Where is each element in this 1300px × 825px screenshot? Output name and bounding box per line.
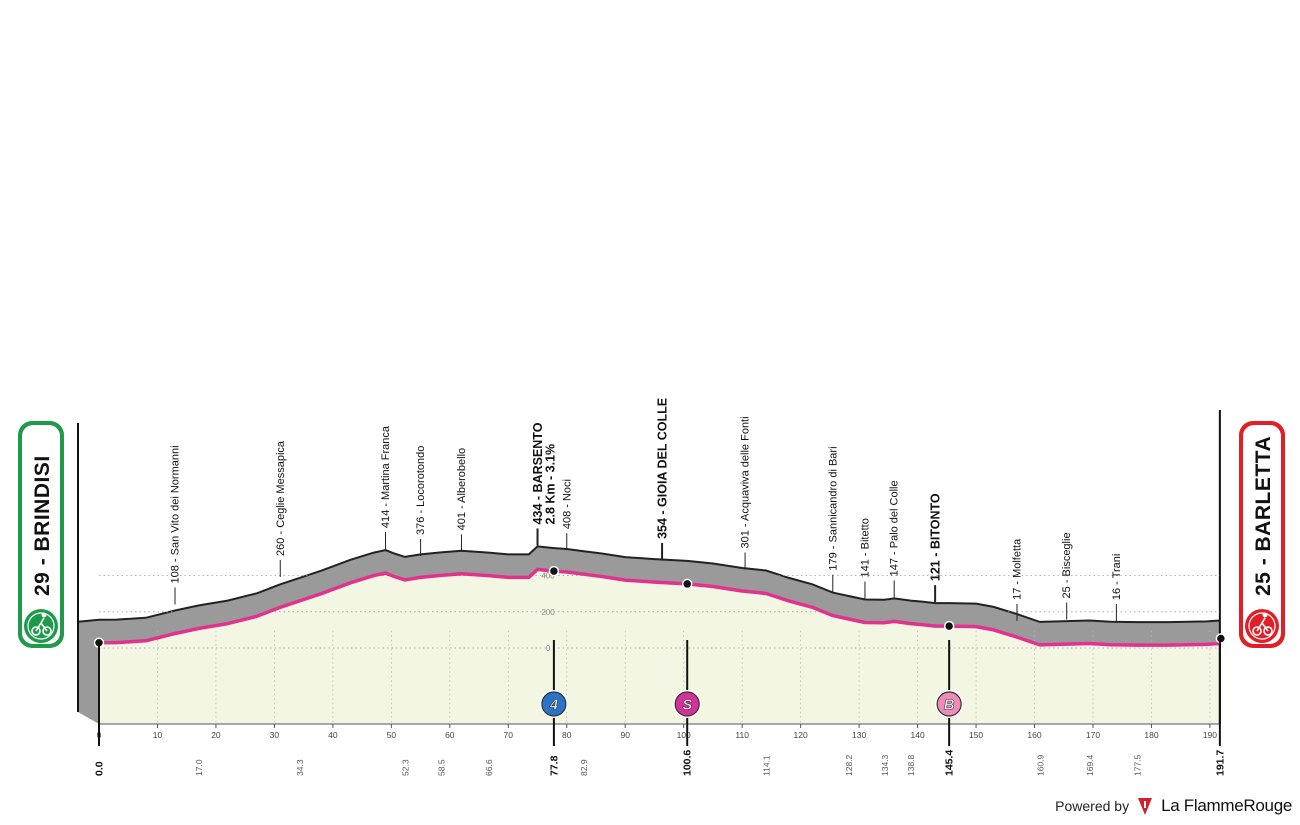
- km-marker-label: 82.9: [579, 759, 589, 776]
- start-marker-label: 29 - BRINDISI: [31, 455, 54, 596]
- x-axis-tick-label: 190: [1203, 730, 1217, 740]
- x-axis-tick-label: 140: [910, 730, 924, 740]
- powered-by-text: Powered by: [1055, 798, 1130, 814]
- x-axis-tick-label: 150: [969, 730, 983, 740]
- x-axis-tick-label: 170: [1086, 730, 1100, 740]
- place-label: 108 - San Vito dei Normanni: [170, 445, 182, 583]
- place-label: 414 - Martina Franca: [380, 425, 392, 528]
- place-label-key: 434 - BARSENTO: [531, 422, 545, 524]
- x-axis-tick-label: 10: [153, 730, 163, 740]
- cyclist-icon-wheel-front: [42, 626, 52, 636]
- km-marker-label: 114.1: [762, 755, 772, 776]
- place-label: 17 - Molfetta: [1011, 538, 1023, 600]
- place-label: 25 - Bisceglie: [1061, 532, 1073, 598]
- finish-icon: [1245, 609, 1279, 643]
- x-axis-tick-label: 110: [735, 730, 749, 740]
- x-axis-tick-label: 120: [794, 730, 808, 740]
- place-label: 408 - Noci: [561, 479, 573, 529]
- place-label: 260 - Ceglie Messapica: [275, 440, 287, 556]
- km-marker-label: 177.5: [1132, 754, 1142, 776]
- km-marker-label: 66.6: [484, 759, 494, 776]
- sprint-icon: S: [673, 690, 702, 718]
- badge-disc: [936, 691, 962, 717]
- km-marker-label: 77.8: [548, 755, 560, 776]
- x-axis-tick-label: 20: [211, 730, 221, 740]
- finish-icon-wheel-front: [1263, 626, 1273, 636]
- km-marker-label: 160.9: [1035, 754, 1045, 776]
- start-marker: 29 - BRINDISI: [18, 421, 64, 648]
- x-axis-tick-label: 60: [445, 730, 455, 740]
- place-label: 147 - Palo del Colle: [889, 480, 901, 576]
- km-marker-label: 100.6: [682, 750, 694, 776]
- finish-marker-label: 25 - BARLETTA: [1252, 436, 1275, 596]
- km-marker-label: 0.0: [94, 761, 106, 776]
- x-axis-tick-label: 30: [270, 730, 280, 740]
- place-label: 16 - Trani: [1111, 554, 1123, 600]
- climb-category-4-icon: 4: [539, 690, 568, 718]
- km-marker-label: 138.8: [906, 754, 916, 776]
- badge-disc: [541, 691, 567, 717]
- x-axis-tick-label: 80: [562, 730, 572, 740]
- place-label: 141 - Bitetto: [859, 518, 871, 577]
- badge-disc: [674, 691, 700, 717]
- x-axis-tick-label: 90: [620, 730, 630, 740]
- finish-icon-frame-lines: [1256, 617, 1269, 632]
- cyclist-icon-ring: [27, 612, 55, 640]
- x-axis-tick-label: 160: [1027, 730, 1041, 740]
- route-point-dot: [943, 620, 955, 632]
- badge-letter: B: [944, 697, 955, 714]
- place-label: 179 - Sannicandro di Bari: [827, 446, 839, 570]
- km-marker-label: 191.7: [1214, 750, 1226, 776]
- badge-letter: S: [682, 697, 692, 714]
- route-point-dot: [681, 578, 693, 590]
- finish-icon-rider-head: [1262, 612, 1268, 618]
- km-marker-label: 58.5: [437, 759, 447, 776]
- cyclist-icon-frame-lines: [35, 617, 48, 632]
- route-point-dot: [548, 565, 560, 577]
- cyclist-icon: [24, 609, 58, 643]
- place-label-key: 121 - BITONTO: [929, 493, 943, 581]
- km-marker-label: 134.3: [880, 754, 890, 776]
- bonus-icon: B: [935, 690, 964, 718]
- km-marker-label: 52.3: [400, 759, 410, 776]
- km-marker-label: 128.2: [844, 754, 854, 776]
- flamme-rouge-icon: [1138, 798, 1153, 815]
- altitude-tick-label: 200: [541, 608, 555, 617]
- terrain-ridge-line: [77, 545, 1220, 624]
- cyclist-icon-wheel-back: [31, 626, 41, 636]
- altitude-tick-label: 0: [546, 644, 551, 653]
- cyclist-icon-rider-head: [41, 612, 47, 618]
- x-axis-tick-label: 50: [387, 730, 397, 740]
- climb-detail-label: 2.8 Km - 3.1%: [544, 444, 558, 525]
- x-axis-tick-label: 180: [1144, 730, 1158, 740]
- start-marker-inner: [22, 425, 60, 644]
- place-label-key: 354 - GIOIA DEL COLLE: [656, 398, 670, 539]
- brand-name: La FlammeRouge: [1161, 796, 1292, 815]
- route-line: [98, 567, 1221, 647]
- km-marker-label: 169.4: [1085, 754, 1095, 776]
- finish-marker-inner: [1243, 425, 1281, 644]
- km-marker-label: 145.4: [944, 750, 956, 776]
- badge-letter: 4: [549, 697, 559, 714]
- finish-icon-ring: [1248, 612, 1276, 640]
- place-label: 376 - Locorotondo: [415, 446, 427, 535]
- km-marker-label: 34.3: [295, 759, 305, 776]
- km-marker-label: 17.0: [194, 759, 204, 776]
- place-label: 401 - Alberobello: [456, 448, 468, 531]
- place-label: 301 - Acquaviva delle Fonti: [740, 416, 752, 548]
- footer-brand: Powered by La FlammeRouge: [1055, 793, 1292, 819]
- finish-icon-wheel-back: [1252, 626, 1262, 636]
- x-axis-tick-label: 100: [677, 730, 691, 740]
- finish-marker: 25 - BARLETTA: [1239, 421, 1285, 648]
- x-axis-tick-label: 40: [328, 730, 338, 740]
- x-axis-tick-label: 70: [504, 730, 514, 740]
- x-axis-tick-label: 130: [852, 730, 866, 740]
- altitude-tick-label: 400: [541, 572, 555, 581]
